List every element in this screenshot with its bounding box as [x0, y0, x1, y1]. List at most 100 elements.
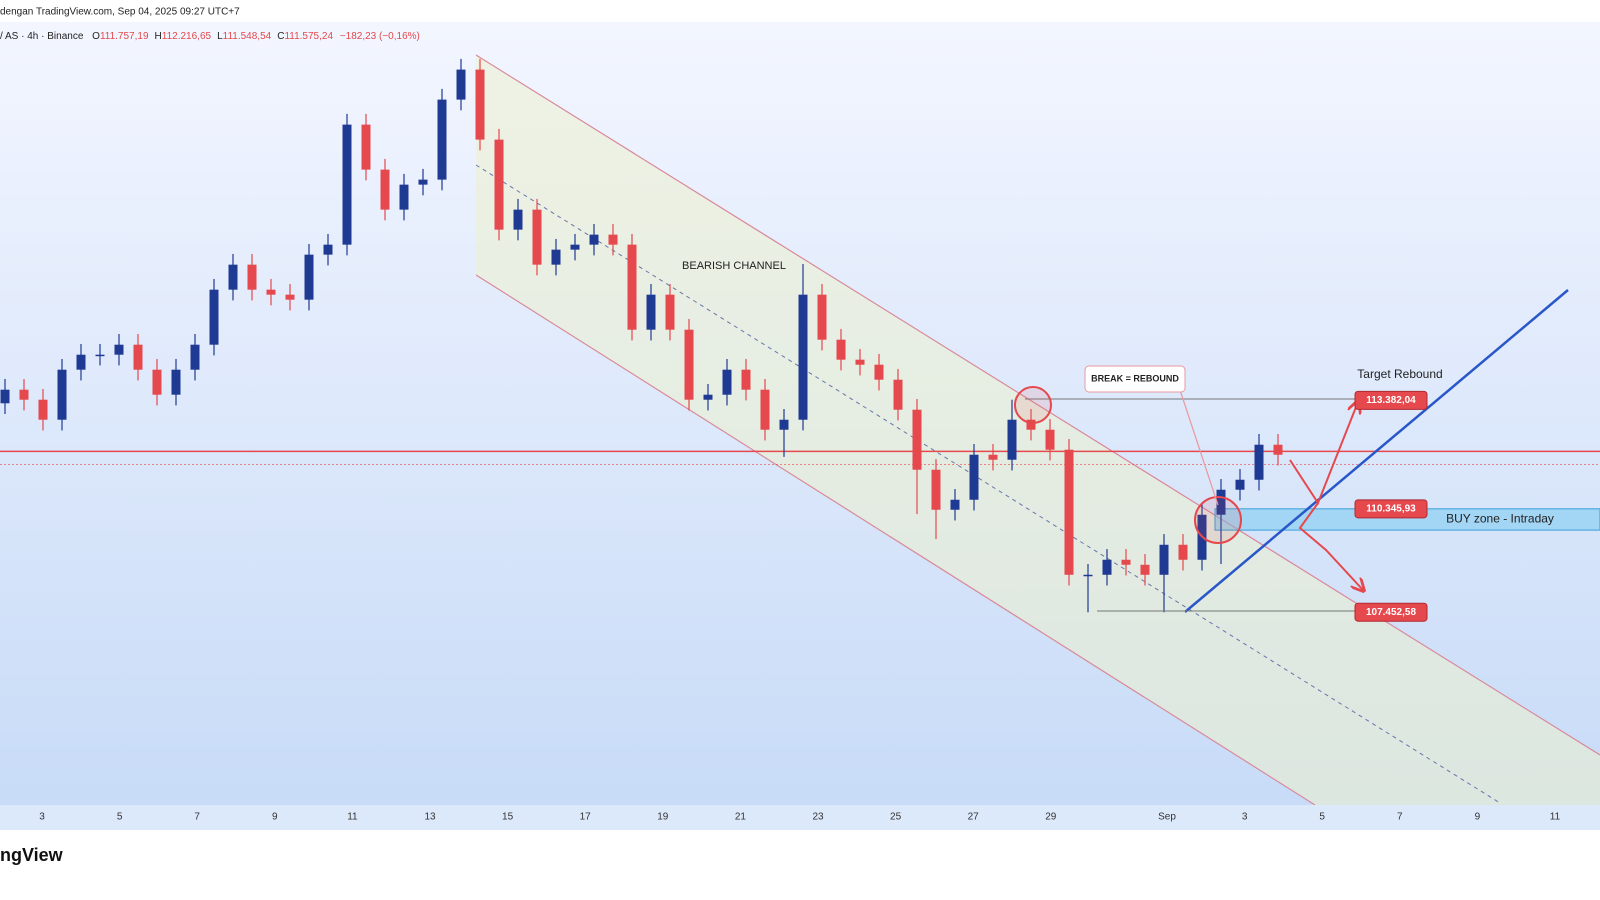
- price-label: 107.452,58: [1366, 607, 1416, 618]
- candle-body: [361, 124, 371, 170]
- symbol: / AS · 4h · Binance: [0, 31, 84, 42]
- channel-upper: [475, 54, 1600, 756]
- target-label: Target Rebound: [1357, 367, 1442, 381]
- candle-body: [893, 379, 903, 410]
- candle-body: [304, 254, 314, 300]
- x-tick-label: 9: [1475, 812, 1481, 823]
- ohlc-value: 111.757,19: [100, 31, 149, 42]
- candle-body: [171, 369, 181, 395]
- candle-body: [399, 184, 409, 210]
- candle-body: [950, 499, 960, 510]
- candle-body: [1159, 544, 1169, 575]
- candle-body: [1083, 574, 1093, 577]
- candle-body: [760, 389, 770, 430]
- x-tick-label: 3: [1242, 812, 1248, 823]
- candle-body: [589, 234, 599, 245]
- candle-body: [931, 469, 941, 510]
- candle-body: [152, 369, 162, 395]
- candle-body: [855, 359, 865, 365]
- candle-body: [1216, 489, 1226, 515]
- channel-lower: [475, 274, 1316, 806]
- x-tick-label: 9: [272, 812, 278, 823]
- x-tick-label: 11: [347, 812, 358, 823]
- ohlc: O111.757,19 H112.216,65 L111.548,54 C111.57…: [92, 31, 333, 42]
- change: −182,23 (−0,16%): [340, 31, 420, 42]
- candle-body: [1235, 479, 1245, 490]
- x-tick-label: 17: [580, 812, 592, 823]
- x-tick-label: 15: [502, 812, 514, 823]
- candle-body: [228, 264, 238, 290]
- break-label: BREAK = REBOUND: [1091, 373, 1179, 383]
- x-axis-band: [0, 805, 1600, 830]
- down-arrow: [1298, 502, 1363, 590]
- candle-body: [570, 244, 580, 250]
- candle-body: [1121, 559, 1131, 565]
- brand: ngView: [0, 845, 64, 865]
- x-tick-label: 19: [657, 812, 669, 823]
- candle-body: [266, 289, 276, 295]
- candle-body: [76, 354, 86, 370]
- candle-body: [1102, 559, 1112, 575]
- candle-body: [114, 344, 124, 355]
- x-tick-label: 5: [117, 812, 123, 823]
- candle-body: [684, 329, 694, 400]
- callout-box: [1084, 365, 1186, 393]
- x-tick-label: 29: [1045, 812, 1057, 823]
- price-label-box: [1354, 499, 1428, 519]
- ohlc-value: 111.575,24: [284, 31, 333, 42]
- candle-body: [969, 454, 979, 500]
- price-label: 113.382,04: [1366, 395, 1416, 406]
- candle-body: [912, 409, 922, 470]
- price-label: 110.345,93: [1366, 503, 1416, 514]
- candle-body: [247, 264, 257, 290]
- candle-body: [1178, 544, 1188, 560]
- header-bar: [0, 0, 1600, 22]
- candle-body: [323, 244, 333, 255]
- candle-body: [874, 364, 884, 380]
- candle-body: [57, 369, 67, 420]
- candle-body: [190, 344, 200, 370]
- candle-body: [722, 369, 732, 395]
- candle-body: [608, 234, 618, 245]
- candle-body: [38, 399, 48, 420]
- channel-mid: [475, 164, 1501, 804]
- candle-body: [19, 389, 29, 400]
- candle-body: [456, 69, 466, 100]
- candle-body: [342, 124, 352, 245]
- candle-body: [0, 389, 10, 404]
- channel-label: BEARISH CHANNEL: [682, 260, 786, 272]
- x-tick-label: 7: [1397, 812, 1403, 823]
- candle-body: [1026, 419, 1036, 430]
- x-tick-label: Sep: [1158, 812, 1176, 823]
- rebound-circle: [1194, 496, 1242, 544]
- candle-body: [1007, 419, 1017, 460]
- ohlc-key: L: [217, 31, 223, 42]
- candle-body: [988, 454, 998, 460]
- candle-body: [1045, 429, 1055, 450]
- candle-body: [646, 294, 656, 330]
- candle-body: [779, 419, 789, 430]
- x-tick-label: 5: [1319, 812, 1325, 823]
- candle-body: [532, 209, 542, 265]
- symbol-line: / AS · 4h · Binance O111.757,19 H112.216,…: [0, 31, 420, 42]
- candle-body: [836, 339, 846, 360]
- candle-body: [418, 179, 428, 185]
- break-circle: [1014, 386, 1052, 424]
- ohlc-value: 112.216,65: [162, 31, 212, 42]
- candle-body: [817, 294, 827, 340]
- x-tick-label: 11: [1550, 812, 1561, 823]
- header-text: dengan TradingView.com, Sep 04, 2025 09:…: [0, 7, 240, 18]
- candle-body: [513, 209, 523, 230]
- candle-body: [380, 169, 390, 210]
- x-tick-label: 27: [968, 812, 980, 823]
- candle-body: [1273, 444, 1283, 455]
- price-label-box: [1354, 602, 1428, 622]
- trend-line: [1184, 289, 1569, 613]
- callout-line: [1179, 389, 1219, 506]
- candle-body: [665, 294, 675, 330]
- candle-body: [1254, 444, 1264, 480]
- candle-body: [703, 394, 713, 400]
- candle-body: [741, 369, 751, 390]
- channel-fill: [476, 55, 1600, 805]
- price-label-box: [1354, 390, 1428, 410]
